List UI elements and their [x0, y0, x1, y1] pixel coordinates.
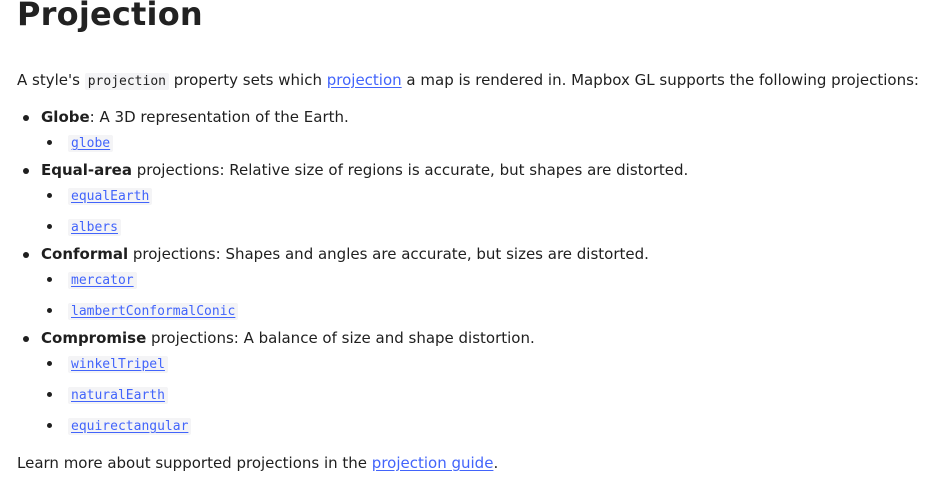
group-description: projections: A balance of size and shape… — [146, 329, 535, 347]
projection-globe-link[interactable]: globe — [68, 135, 114, 152]
group-description: projections: Relative size of regions is… — [131, 161, 689, 179]
list-item: mercator — [41, 267, 917, 291]
projection-property-code: projection — [84, 73, 169, 90]
projection-naturalearth-link[interactable]: naturalEarth — [68, 387, 168, 404]
group-equal-area: Equal-area projections: Relative size of… — [17, 159, 917, 238]
projection-albers-link[interactable]: albers — [68, 219, 121, 236]
projection-sublist: globe — [41, 130, 917, 154]
projection-link[interactable]: projection — [326, 71, 402, 89]
list-item: albers — [41, 214, 917, 238]
projection-equalearth-link[interactable]: equalEarth — [68, 188, 153, 205]
projection-groups-list: Globe: A 3D representation of the Earth.… — [17, 106, 917, 437]
intro-text-middle: property sets which — [169, 71, 327, 89]
projection-sublist: equalEarth albers — [41, 183, 917, 238]
group-compromise: Compromise projections: A balance of siz… — [17, 327, 917, 437]
list-item: equirectangular — [41, 413, 917, 437]
list-item: winkelTripel — [41, 351, 917, 375]
outro-text-before: Learn more about supported projections i… — [17, 454, 372, 472]
intro-text-before: A style's — [17, 71, 85, 89]
intro-text-after: a map is rendered in. Mapbox GL supports… — [401, 71, 919, 89]
projection-equirectangular-link[interactable]: equirectangular — [68, 418, 192, 435]
outro-text-after: . — [493, 454, 499, 472]
group-conformal: Conformal projections: Shapes and angles… — [17, 243, 917, 322]
intro-paragraph: A style's projection property sets which… — [17, 70, 919, 92]
projection-winkeltripel-link[interactable]: winkelTripel — [68, 356, 168, 373]
group-name: Equal-area — [41, 161, 132, 179]
list-item: equalEarth — [41, 183, 917, 207]
projection-sublist: mercator lambertConformalConic — [41, 267, 917, 322]
projection-lambertconformalconic-link[interactable]: lambertConformalConic — [68, 303, 239, 320]
list-item: lambertConformalConic — [41, 298, 917, 322]
projection-guide-link[interactable]: projection guide — [371, 454, 494, 472]
group-description: : A 3D representation of the Earth. — [89, 108, 349, 126]
list-item: globe — [41, 130, 917, 154]
page-title: Projection — [17, 0, 203, 33]
group-description: projections: Shapes and angles are accur… — [128, 245, 649, 263]
outro-paragraph: Learn more about supported projections i… — [17, 453, 498, 473]
group-name: Conformal — [41, 245, 129, 263]
projection-sublist: winkelTripel naturalEarth equirectangula… — [41, 351, 917, 437]
group-globe: Globe: A 3D representation of the Earth.… — [17, 106, 917, 154]
group-name: Globe — [41, 108, 90, 126]
list-item: naturalEarth — [41, 382, 917, 406]
group-name: Compromise — [41, 329, 147, 347]
projection-mercator-link[interactable]: mercator — [68, 272, 137, 289]
